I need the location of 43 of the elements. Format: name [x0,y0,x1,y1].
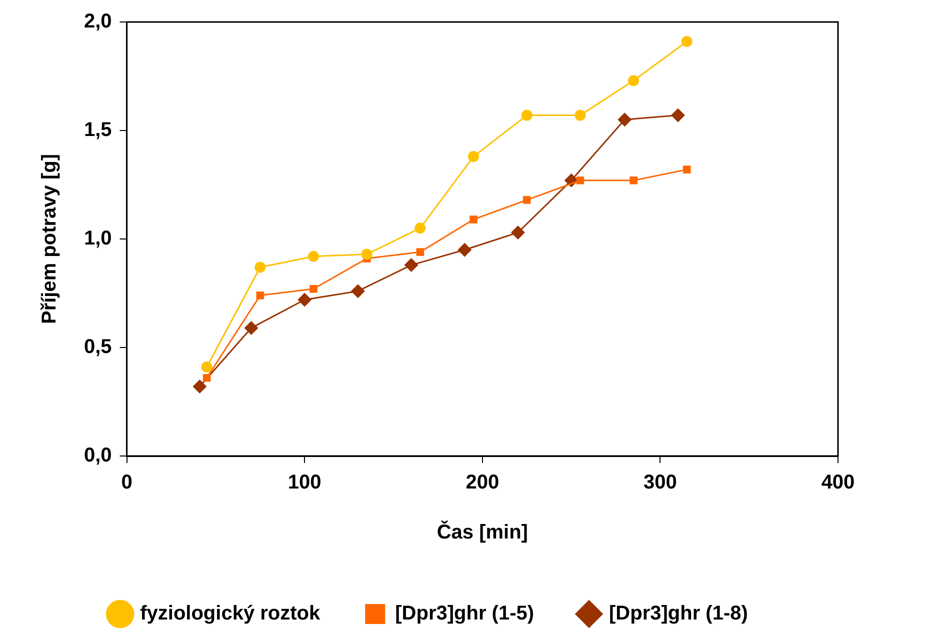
point [310,285,318,293]
point [308,250,319,262]
point [468,151,480,162]
legend-label: [Dpr3]ghr (1-8) [609,602,748,625]
point [192,380,207,394]
point [574,110,586,121]
x-axis-title: Čas [min] [436,520,528,544]
point [630,176,638,184]
y-tick-label: 1,5 [84,119,112,142]
point [404,258,418,272]
point [522,196,531,204]
point [510,225,525,240]
point [414,222,426,234]
point [201,362,212,373]
point [682,166,691,174]
point [416,248,424,256]
legend-label: fyziologický roztok [140,602,322,625]
y-tick-label: 2,0 [84,10,112,33]
point [202,374,211,382]
point [244,320,258,335]
x-tick-label: 300 [644,472,677,494]
point [350,284,365,298]
y-tick-label: 1,0 [84,228,112,250]
point [361,248,372,260]
y-tick-label: 0,0 [84,444,112,467]
point [670,108,685,122]
y-tick-label: 0,5 [84,336,112,358]
point [254,262,266,273]
point [521,110,532,121]
point [628,75,640,86]
point [470,216,478,224]
x-tick-label: 400 [821,472,855,494]
point [576,176,584,184]
point [458,242,472,257]
point [618,112,632,127]
point [256,292,264,300]
y-axis-title: Příjem potravy [g] [38,154,61,324]
point [681,36,692,48]
point [298,292,312,307]
x-tick-label: 0 [121,472,132,494]
legend-label: [Dpr3]ghr (1-5) [395,602,534,625]
x-tick-label: 200 [466,472,500,494]
x-tick-label: 100 [288,472,322,494]
